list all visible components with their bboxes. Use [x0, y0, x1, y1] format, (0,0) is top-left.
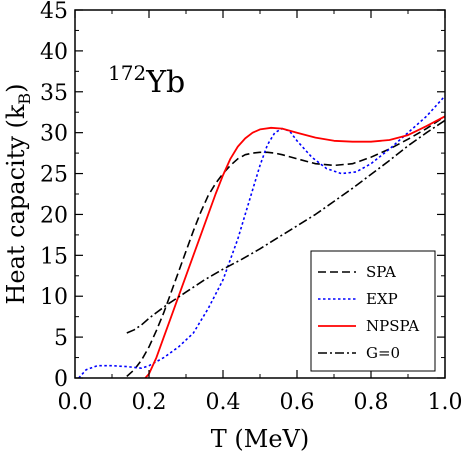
series-line-g0 — [126, 119, 445, 334]
y-tick-label: 15 — [40, 244, 68, 269]
y-axis-title-subscript: B — [15, 93, 34, 105]
y-tick-label: 0 — [54, 367, 68, 392]
y-tick-label: 40 — [40, 40, 68, 65]
x-tick-label: 0.2 — [132, 390, 167, 415]
legend-label-npspa: NPSPA — [366, 317, 419, 335]
nucleus-mass-number: 172 — [108, 61, 146, 85]
x-tick-label: 0.6 — [280, 390, 315, 415]
legend-label-exp: EXP — [366, 290, 398, 308]
y-tick-label: 25 — [40, 163, 68, 188]
series-line-exp — [78, 95, 445, 378]
series-line-npspa — [144, 115, 445, 378]
y-tick-label: 35 — [40, 81, 68, 106]
series-line-spa — [126, 115, 445, 377]
x-tick-label: 0.0 — [58, 390, 93, 415]
legend-box — [310, 250, 436, 372]
nucleus-annotation: 172Yb — [108, 61, 185, 100]
legend-label-spa: SPA — [366, 263, 396, 281]
x-tick-label: 0.8 — [354, 390, 389, 415]
y-tick-label: 45 — [40, 0, 68, 24]
y-axis-title-close: ) — [2, 83, 30, 92]
x-tick-label: 0.4 — [206, 390, 241, 415]
y-tick-label: 5 — [54, 326, 68, 351]
x-tick-label: 1.0 — [428, 390, 463, 415]
nucleus-element: Yb — [145, 65, 185, 100]
y-tick-label: 20 — [40, 203, 68, 228]
legend-entries: SPA EXP NPSPA G=0 — [318, 263, 419, 362]
tick-labels: 0.0 0.2 0.4 0.6 0.8 1.0 0 5 10 15 20 25 30 35 40 45 — [40, 0, 463, 415]
y-tick-label: 10 — [40, 285, 68, 310]
legend: SPA EXP NPSPA G=0 — [310, 250, 436, 372]
y-axis-title-main: Heat capacity (k — [2, 104, 30, 304]
series-lines — [78, 95, 445, 378]
x-axis-title: T (MeV) — [211, 425, 309, 453]
y-tick-label: 30 — [40, 122, 68, 147]
plot-frame — [74, 9, 446, 379]
legend-label-g0: G=0 — [366, 344, 400, 362]
y-axis-title: Heat capacity (kB) — [2, 83, 34, 304]
